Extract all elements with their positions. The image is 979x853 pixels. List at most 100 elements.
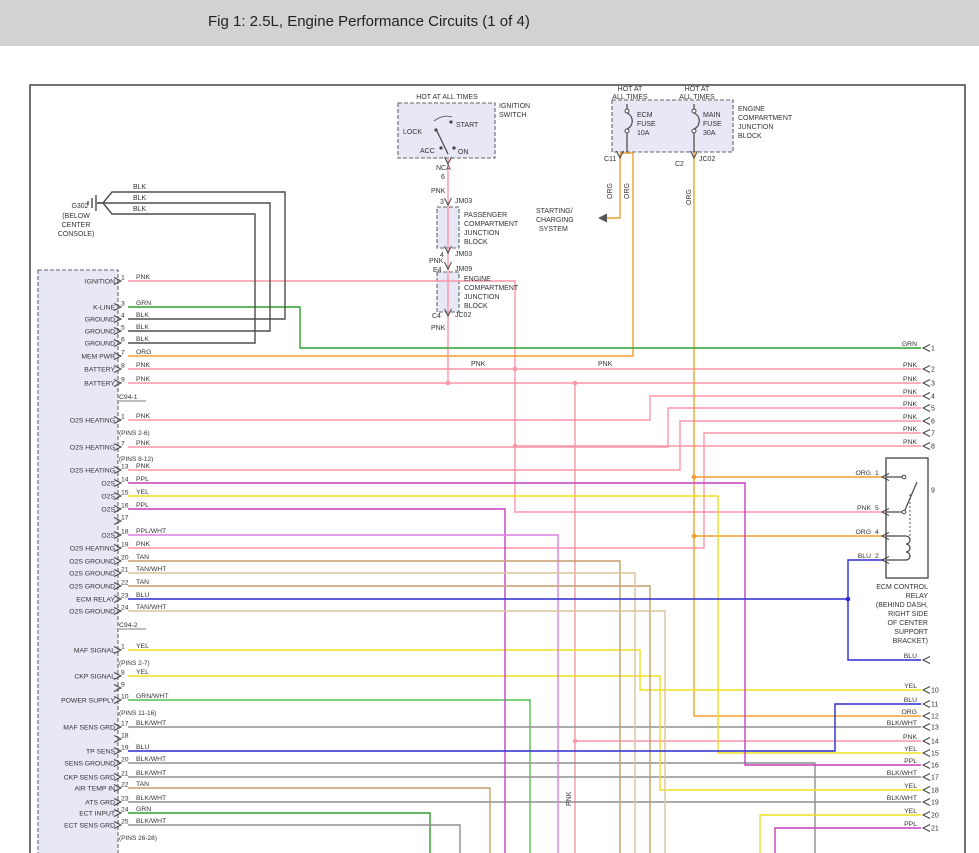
junction-dot: [845, 596, 851, 602]
wire-color-label: PNK: [857, 505, 871, 512]
connector-pin-label: ATS GRD: [85, 800, 115, 807]
pin-chevron: [921, 811, 931, 819]
relay-pin-number: 5: [875, 505, 879, 512]
diagram-label: G302: [71, 203, 88, 210]
wire-tan: [128, 787, 491, 853]
pin-range-note: (PINS 2-6): [119, 430, 150, 437]
pin-chevron: [921, 379, 931, 387]
circuit-number: 19: [931, 800, 939, 807]
pin-chevron: [921, 761, 931, 769]
pin-number: 14: [121, 477, 129, 484]
pin-chevron: [113, 821, 123, 829]
diagram-label: CONSOLE): [58, 231, 95, 238]
wire-blk: [97, 202, 271, 332]
connector-pin-label: O2S HEATING: [70, 445, 115, 452]
wire-ppl: [774, 827, 921, 853]
connector-pin-label: IGNITION: [85, 279, 115, 286]
diagram-label: 30A: [703, 130, 716, 137]
diagram-label: PNK: [471, 361, 486, 368]
diagram-label: BLK: [133, 206, 147, 213]
pin-chevron: [113, 466, 123, 474]
wire-yel: [128, 495, 921, 754]
pin-chevron: [113, 784, 123, 792]
connector-pin-label: O2S: [101, 507, 115, 514]
connector-pin-label: TP SENS: [86, 749, 115, 756]
pin-number: 15: [121, 490, 129, 497]
diagram-label: ACC: [420, 148, 435, 155]
diagram-label: ECM CONTROL: [876, 584, 928, 591]
diagram-label: MAIN: [703, 112, 721, 119]
circuit-number: 1: [931, 346, 935, 353]
connector-pin-label: CKP SENS GRD: [64, 775, 115, 782]
ecm-control-relay-box: [885, 457, 929, 579]
diagram-label: BLOCK: [464, 239, 488, 246]
pin-chevron: [921, 442, 931, 450]
diagram-label: ENGINE: [464, 276, 491, 283]
starting-charging-arrow: [598, 213, 607, 223]
connector-pin-label: BATTERY: [84, 381, 115, 388]
pin-chevron: [444, 308, 452, 318]
junction-block-box: [397, 102, 496, 159]
pin-chevron: [113, 747, 123, 755]
circuit-number: 16: [931, 763, 939, 770]
wire-color-label: PPL: [136, 476, 149, 483]
diagram-label: ENGINE: [738, 106, 765, 113]
wire-org: [693, 152, 921, 717]
circuit-number: 8: [931, 444, 935, 451]
diagram-label: E4: [433, 267, 442, 274]
wire-color-label: YEL: [904, 808, 917, 815]
diagram-label: ORG: [607, 183, 614, 199]
pin-chevron: [113, 505, 123, 513]
connector-pin-label: O2S GROUND: [69, 559, 115, 566]
wire-color-label: PPL: [136, 502, 149, 509]
diagram-label: ORG: [624, 183, 631, 199]
wire-blu: [847, 599, 921, 661]
pin-chevron: [616, 150, 624, 160]
wire-color-label: BLK: [136, 336, 149, 343]
wire-ppl-wht: [128, 534, 559, 853]
wire-yel: [759, 814, 921, 853]
diagram-label: RIGHT SIDE: [888, 611, 928, 618]
pin-chevron: [444, 197, 452, 207]
pin-number: 25: [121, 819, 129, 826]
pin-number: 18: [121, 529, 129, 536]
pin-number: 24: [121, 605, 129, 612]
pin-chevron: [444, 156, 452, 166]
pin-chevron: [921, 749, 931, 757]
pin-number: 6: [121, 337, 125, 344]
circuit-number: 12: [931, 714, 939, 721]
pin-number: 10: [121, 694, 129, 701]
diagram-label: JM03: [455, 198, 472, 205]
wire-color-label: PNK: [136, 376, 150, 383]
pin-number: 13: [121, 464, 129, 471]
wire-color-label: BLK/WHT: [887, 720, 917, 727]
wire-color-label: PNK: [136, 440, 150, 447]
pin-chevron: [921, 700, 931, 708]
pin-chevron: [113, 646, 123, 654]
connector-pin-label: O2S GROUND: [69, 584, 115, 591]
connector-pin-label: SENS GROUND: [64, 761, 115, 768]
diagram-label: FUSE: [703, 121, 722, 128]
pin-number: 23: [121, 796, 129, 803]
pin-chevron: [113, 492, 123, 500]
connector-pin-label: BATTERY: [84, 367, 115, 374]
circuit-number: 4: [931, 394, 935, 401]
pin-number: 17: [121, 721, 129, 728]
pin-chevron: [113, 327, 123, 335]
pin-chevron: [921, 737, 931, 745]
pin-chevron: [921, 712, 931, 720]
diagram-label: C2: [675, 161, 684, 168]
connector-pin-label: O2S: [101, 494, 115, 501]
wire-color-label: BLK: [136, 312, 149, 319]
diagram-label: (BEHIND DASH,: [876, 602, 928, 609]
diagram-label: JUNCTION: [464, 294, 499, 301]
wire-color-label: BLU: [858, 553, 871, 560]
pin-range-note: (PINS 2-7): [119, 660, 150, 667]
pin-number: 1: [121, 414, 125, 421]
pin-chevron: [921, 656, 931, 664]
pin-chevron: [113, 339, 123, 347]
pin-number: 23: [121, 593, 129, 600]
wire-color-label: BLK: [136, 324, 149, 331]
wire-color-label: YEL: [904, 683, 917, 690]
